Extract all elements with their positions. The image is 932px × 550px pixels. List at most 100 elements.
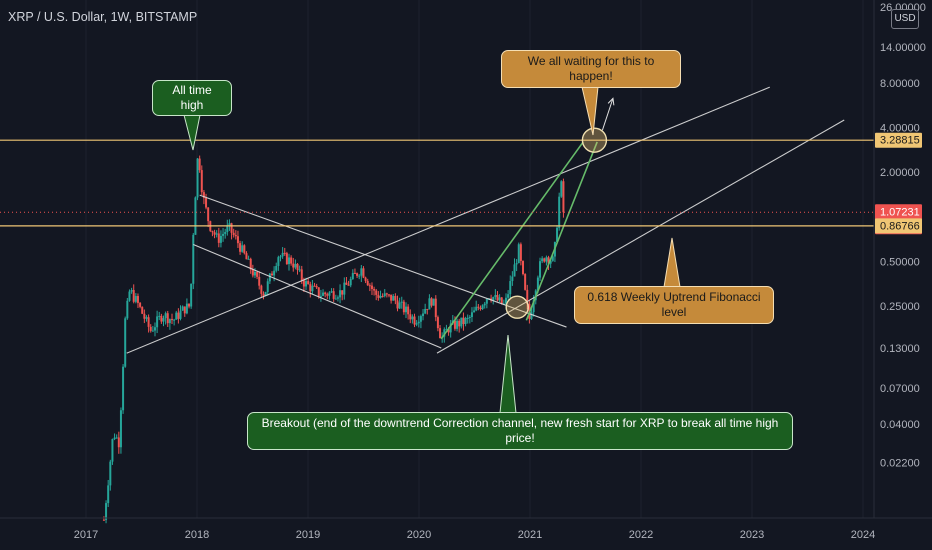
candle-body: [422, 313, 425, 317]
candle-body: [117, 437, 120, 448]
candle: [400, 296, 403, 309]
candle: [283, 247, 286, 256]
candle-body: [249, 258, 252, 270]
currency-button[interactable]: USD: [891, 9, 919, 29]
candle-body: [330, 291, 333, 293]
candle: [171, 313, 174, 324]
candle: [111, 438, 114, 465]
candle: [479, 305, 482, 311]
candle: [211, 230, 214, 237]
candle-body: [453, 320, 456, 329]
candle-body: [536, 277, 539, 291]
price-label-box: [875, 218, 922, 234]
candle-body: [409, 314, 412, 320]
candle-body: [188, 303, 191, 307]
candle-body: [407, 306, 410, 315]
candle-body: [190, 283, 193, 307]
candle: [411, 314, 414, 324]
candle-body: [156, 316, 159, 328]
candle: [470, 307, 473, 323]
candle: [196, 158, 199, 201]
candle-body: [394, 296, 397, 301]
candle: [270, 271, 273, 276]
candle: [334, 294, 337, 300]
y-tick-label: 0.02200: [880, 457, 920, 469]
candle: [205, 193, 208, 210]
candle-body: [322, 292, 325, 296]
candle-body: [111, 439, 114, 462]
candle: [436, 315, 439, 332]
target-arrow-head: [607, 97, 615, 106]
candle: [275, 262, 278, 273]
candle: [124, 316, 127, 368]
candle: [356, 272, 359, 278]
lower-channel-line: [436, 119, 845, 354]
candle-body: [370, 285, 373, 290]
candle: [424, 303, 427, 315]
candle: [532, 295, 535, 317]
candle: [313, 282, 316, 287]
candle: [485, 298, 488, 309]
candle-body: [415, 323, 418, 325]
candle: [377, 291, 380, 301]
candle-body: [275, 266, 278, 271]
candle: [319, 289, 322, 302]
candle-body: [241, 245, 244, 252]
candle: [305, 277, 308, 290]
candle-body: [105, 503, 108, 520]
candle: [200, 165, 203, 196]
candle-body: [543, 258, 546, 262]
candle: [394, 293, 397, 305]
candle: [256, 270, 259, 280]
candle: [147, 314, 150, 333]
callout-waiting: We all waiting for this to happen!: [501, 50, 681, 88]
candle: [419, 314, 422, 329]
candle-body: [362, 268, 365, 278]
candle-body: [519, 244, 522, 261]
candle-body: [479, 307, 482, 310]
candle: [315, 283, 318, 289]
candle-body: [513, 264, 516, 277]
candle: [413, 313, 416, 328]
candle: [279, 254, 282, 262]
candle: [515, 259, 518, 272]
candle: [370, 282, 373, 296]
candle: [219, 230, 222, 248]
candle: [445, 324, 448, 331]
candle-body: [253, 271, 256, 276]
candle-body: [260, 285, 263, 294]
candle-body: [139, 302, 142, 307]
candle-body: [530, 312, 533, 319]
candle-body: [285, 253, 288, 265]
candle: [543, 257, 546, 263]
candle-body: [126, 300, 129, 319]
candle: [292, 257, 295, 272]
candle-body: [424, 308, 427, 314]
candle-body: [504, 297, 507, 304]
candle-body: [266, 281, 269, 292]
candle: [494, 289, 497, 300]
candle: [232, 228, 235, 238]
candle: [496, 291, 499, 302]
candle-body: [153, 327, 156, 331]
candle: [307, 278, 310, 285]
candle-body: [258, 276, 261, 286]
x-tick-label: 2017: [74, 529, 98, 541]
candle: [288, 253, 291, 271]
candle: [351, 269, 354, 280]
candle-body: [468, 317, 471, 319]
candle: [241, 241, 244, 253]
y-tick-label: 4.00000: [880, 123, 920, 135]
candle: [473, 306, 476, 313]
candle: [168, 318, 171, 330]
candle-body: [494, 294, 497, 298]
candle-body: [532, 300, 535, 313]
candle: [475, 300, 478, 312]
candle: [175, 310, 178, 320]
candle: [243, 244, 246, 255]
candle: [519, 242, 522, 266]
candle: [296, 263, 299, 275]
candle: [153, 322, 156, 337]
candle-body: [145, 317, 148, 319]
